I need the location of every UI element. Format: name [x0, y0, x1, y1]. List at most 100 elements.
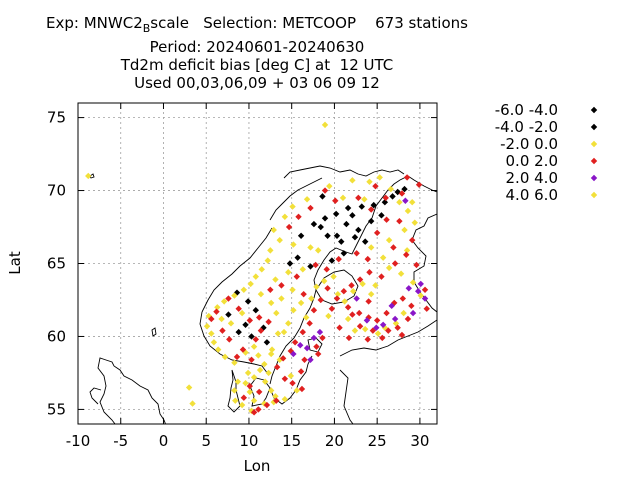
station-point: [409, 279, 417, 286]
station-point: [261, 378, 269, 385]
station-point: [285, 320, 292, 327]
station-point: [231, 359, 238, 366]
station-point: [267, 350, 275, 358]
station-point: [362, 325, 369, 333]
station-point: [313, 343, 320, 350]
station-point: [373, 324, 380, 331]
station-point: [294, 254, 301, 261]
station-point: [383, 309, 390, 317]
station-point: [246, 382, 254, 390]
station-point: [372, 182, 379, 190]
y-tick-label: 60: [47, 327, 66, 345]
station-point: [301, 356, 308, 363]
station-point: [290, 241, 297, 248]
station-point: [319, 193, 326, 200]
station-point: [379, 254, 387, 261]
station-point: [314, 247, 322, 254]
x-tick-label: 10: [239, 432, 258, 450]
station-point: [353, 295, 360, 302]
legend-marker: [590, 106, 598, 114]
station-point: [300, 290, 307, 298]
station-point: [226, 336, 233, 343]
station-point: [414, 288, 422, 295]
station-point: [234, 378, 242, 385]
station-point: [203, 323, 211, 330]
station-point: [389, 193, 396, 200]
station-point: [297, 342, 304, 349]
station-point: [349, 212, 356, 219]
station-point: [257, 327, 265, 334]
station-point: [233, 353, 241, 361]
station-point: [310, 306, 318, 314]
station-point: [270, 226, 277, 234]
station-point: [321, 121, 329, 129]
station-point: [394, 188, 401, 196]
y-tick-label: 70: [47, 182, 66, 200]
station-point: [383, 216, 390, 223]
station-point: [324, 285, 331, 292]
station-point: [334, 290, 342, 298]
station-point: [335, 255, 342, 263]
station-point: [317, 296, 324, 304]
station-point: [324, 232, 331, 239]
station-point: [213, 308, 220, 315]
station-point: [373, 229, 381, 237]
title-line-1-suffix: scale Selection: METCOOP 673 stations: [150, 14, 468, 32]
x-tick-label: 0: [159, 432, 169, 450]
station-point: [267, 299, 275, 307]
station-point: [398, 331, 406, 339]
station-point: [308, 295, 315, 302]
station-point: [317, 223, 324, 231]
station-point: [240, 394, 248, 401]
x-tick-label: 15: [282, 432, 301, 450]
station-point: [366, 269, 373, 276]
station-point: [244, 369, 252, 377]
title-line-4: Used 00,03,06,09 + 03 06 09 12: [134, 74, 380, 92]
x-tick-label: -10: [66, 432, 91, 450]
station-point: [401, 226, 408, 234]
station-point: [409, 309, 417, 317]
station-point: [240, 286, 248, 293]
station-point: [189, 400, 196, 407]
station-point: [252, 336, 259, 343]
station-point: [273, 309, 280, 317]
station-point: [246, 317, 254, 324]
station-point: [404, 315, 412, 323]
x-axis-label: Lon: [244, 457, 271, 475]
station-point: [391, 260, 399, 267]
station-point: [328, 257, 336, 264]
station-point: [332, 197, 339, 204]
station-point: [258, 266, 265, 273]
station-point: [239, 346, 247, 353]
station-point: [218, 315, 225, 323]
station-point: [417, 292, 424, 299]
station-point: [255, 352, 262, 359]
station-point: [278, 282, 285, 289]
legend-marker: [590, 191, 598, 199]
station-point: [252, 273, 259, 280]
station-point: [349, 311, 356, 318]
station-point: [242, 321, 249, 328]
station-point: [247, 280, 254, 288]
station-point: [356, 276, 364, 283]
station-point: [366, 178, 373, 185]
station-point: [415, 181, 423, 188]
station-point: [421, 286, 429, 293]
station-point: [227, 320, 235, 327]
station-point: [279, 355, 287, 362]
station-point: [314, 350, 322, 358]
station-point: [274, 330, 282, 337]
station-point: [235, 305, 242, 312]
station-point: [396, 199, 403, 206]
station-point: [373, 317, 381, 324]
station-point: [405, 285, 412, 292]
station-point: [328, 305, 336, 312]
station-point: [379, 321, 387, 328]
station-point: [298, 385, 306, 393]
station-point: [299, 328, 307, 336]
station-point: [290, 350, 297, 358]
station-point: [321, 187, 329, 194]
station-point: [214, 304, 221, 311]
station-point: [286, 260, 294, 267]
station-point: [272, 393, 279, 400]
